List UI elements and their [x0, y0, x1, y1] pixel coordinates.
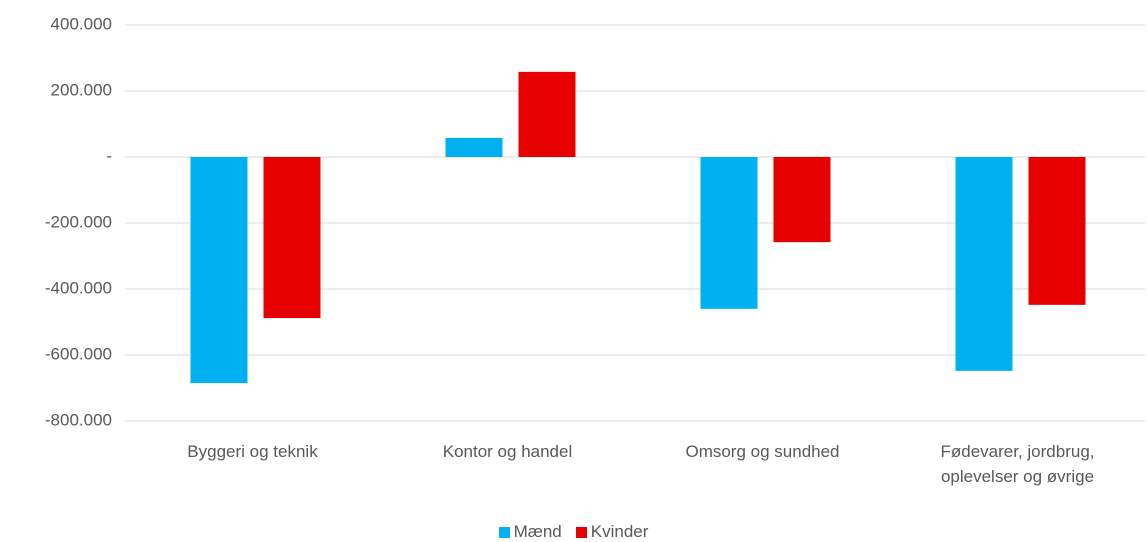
legend-item: Mænd [498, 522, 562, 542]
bar [518, 71, 576, 157]
y-tick-label: 200.000 [51, 80, 112, 99]
legend-item: Kvinder [575, 522, 649, 542]
legend-swatch [575, 526, 587, 538]
x-tick-label: Fødevarer, jordbrug, oplevelser og øvrig… [940, 442, 1095, 486]
y-tick-label: -400.000 [45, 278, 112, 297]
y-tick-label: 400.000 [51, 14, 112, 33]
y-tick-label: -800.000 [45, 410, 112, 429]
bar [263, 157, 321, 319]
x-tick-label: Kontor og handel [442, 442, 573, 461]
bar [773, 157, 831, 243]
bar [1028, 157, 1086, 305]
legend-label: Mænd [513, 522, 562, 541]
y-tick-label: -600.000 [45, 344, 112, 363]
legend-swatch [498, 526, 510, 538]
x-tick-label: Omsorg og sundhed [685, 442, 840, 461]
x-tick-label: Byggeri og teknik [187, 442, 318, 461]
legend: Mænd Kvinder [0, 522, 1147, 542]
bar [445, 137, 503, 157]
bar [700, 157, 758, 309]
legend-label: Kvinder [590, 522, 649, 541]
bar [190, 157, 248, 384]
y-tick-label: - [106, 146, 112, 165]
y-tick-label: -200.000 [45, 212, 112, 231]
bar [955, 157, 1013, 371]
